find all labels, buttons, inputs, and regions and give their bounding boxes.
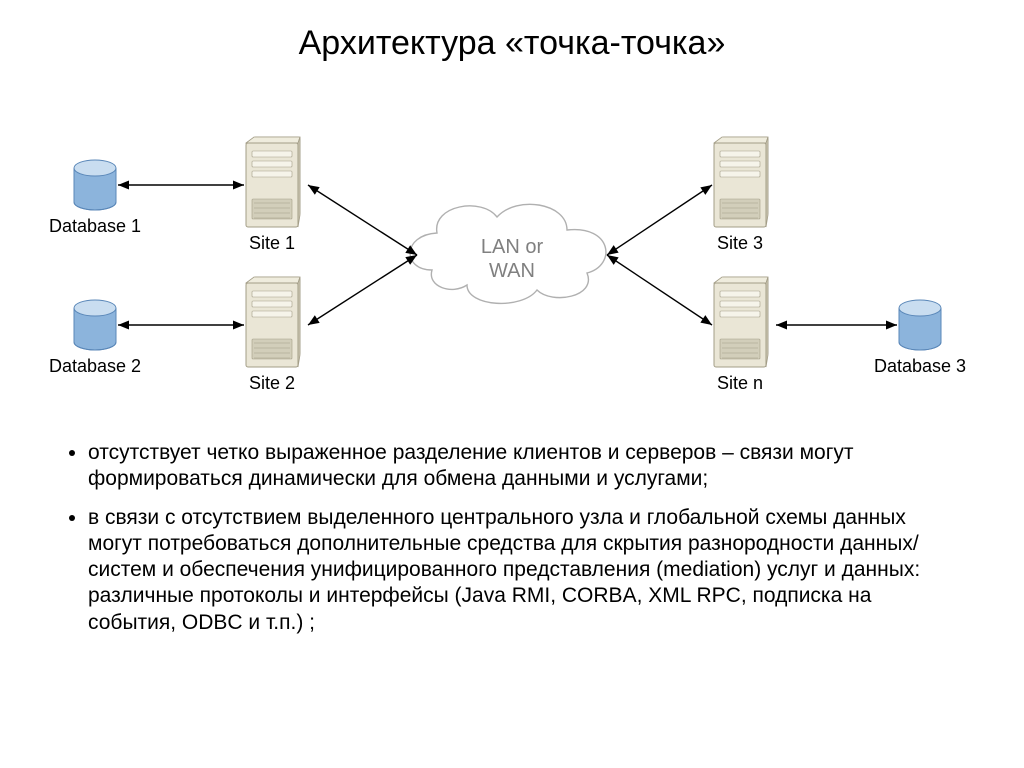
node-label: Database 1 bbox=[49, 216, 141, 236]
server-icon: Site n bbox=[714, 277, 768, 393]
cloud-label-2: WAN bbox=[489, 260, 535, 282]
cloud-label-1: LAN or bbox=[481, 236, 544, 258]
node-label: Database 3 bbox=[874, 356, 966, 376]
node-label: Site n bbox=[717, 373, 763, 393]
edge bbox=[607, 255, 712, 325]
cloud-icon: LAN orWAN bbox=[410, 204, 606, 303]
network-diagram: LAN orWAN Database 1 Database 2 Database 3 S… bbox=[0, 80, 1024, 420]
edge bbox=[776, 321, 897, 330]
edge bbox=[118, 181, 244, 190]
database-icon: Database 3 bbox=[874, 300, 966, 376]
node-label: Site 1 bbox=[249, 233, 295, 253]
bullet-item: отсутствует четко выраженное разделение … bbox=[88, 440, 960, 493]
server-icon: Site 3 bbox=[714, 137, 768, 253]
edge bbox=[308, 255, 417, 325]
database-icon: Database 2 bbox=[49, 300, 141, 376]
database-icon: Database 1 bbox=[49, 160, 141, 236]
diagram-svg: LAN orWAN Database 1 Database 2 Database 3 S… bbox=[0, 80, 1024, 420]
slide: Архитектура «точка-точка» LAN orWAN Datab… bbox=[0, 0, 1024, 768]
node-label: Database 2 bbox=[49, 356, 141, 376]
node-label: Site 3 bbox=[717, 233, 763, 253]
server-icon: Site 1 bbox=[246, 137, 300, 253]
edge bbox=[118, 321, 244, 330]
server-icon: Site 2 bbox=[246, 277, 300, 393]
node-label: Site 2 bbox=[249, 373, 295, 393]
page-title: Архитектура «точка-точка» bbox=[0, 24, 1024, 63]
bullet-item: в связи с отсутствием выделенного центра… bbox=[88, 505, 960, 636]
bullet-list: отсутствует четко выраженное разделение … bbox=[60, 440, 960, 648]
edge bbox=[308, 185, 417, 255]
edge bbox=[607, 185, 712, 255]
